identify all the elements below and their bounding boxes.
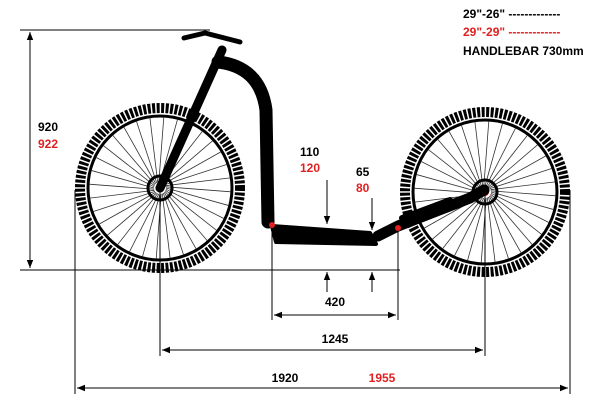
wheel-part [490,191,554,210]
wheel-part [164,164,228,186]
wheel-part [474,121,484,187]
legend-label: 29"-26" ------------- [463,7,560,21]
dimension-lines [20,29,571,394]
red-marker [395,225,401,231]
deck-height-label: 110 [300,145,320,159]
wheel-part [92,190,156,212]
wheel-part [490,181,556,191]
wheel-part [489,195,533,246]
wheel-part [98,191,156,225]
wheel-part [483,121,490,187]
wheel-part [400,107,570,277]
wheel-part [442,197,484,250]
frame [155,30,490,246]
wheel-part [112,134,156,185]
wheel-part [484,123,503,187]
wheel-part [163,192,197,250]
wheel-part [89,189,155,199]
wheel-part [95,156,155,188]
wheel-part [165,177,231,187]
wheel-part [448,130,482,188]
wheel-part [416,174,480,193]
wheel-part [165,186,231,193]
height-label: 920 [38,120,58,134]
wheelbase-label: 1245 [322,332,349,346]
wheel-part [165,187,229,206]
wheel-part [486,134,528,187]
wheel-part [164,151,222,185]
wheel-part [488,196,522,254]
clearance-label: 80 [356,181,370,195]
wheels [75,103,570,277]
wheel-part [461,124,483,188]
legend-label: 29"-29" ------------- [463,25,560,39]
wheel-part [102,145,155,187]
handlebar-label: HANDLEBAR 730mm [463,44,584,58]
wheel-part [163,140,214,184]
deck-height-label: 120 [300,161,320,175]
wheel-part [488,144,539,188]
wheel-part [414,187,480,194]
wheel-part [91,170,155,189]
wheel-part [149,117,159,183]
wheel-part [164,191,208,242]
wheel-part [165,188,225,220]
wheel-part [123,126,157,184]
deck-length-label: 420 [325,295,345,309]
clearance-label: 65 [356,165,370,179]
wheel-part [162,192,184,256]
wheel-part [420,160,480,192]
wheel-part [427,149,480,191]
wheel-part [117,193,159,246]
wheel-part [136,120,158,184]
red-marker [269,222,275,228]
wheel-part [485,127,517,187]
length-label: 1920 [272,371,299,385]
wheel-part [142,193,161,257]
wheel-part [490,193,543,235]
wheel-part [489,155,547,189]
wheel-part [106,192,157,236]
wheel-part [89,183,155,190]
length-label: 1955 [369,371,396,385]
wheel-part [431,196,482,240]
wheel-part [161,193,171,259]
wheel-part [467,197,486,261]
wheel-part [490,190,556,197]
wheel-part [487,196,509,260]
wheel-part [486,197,496,263]
height-label: 922 [38,137,58,151]
wheel-part [490,192,550,224]
wheel-part [489,168,553,190]
wheel-part [453,197,485,257]
wheel-part [158,117,165,183]
wheel-part [128,193,160,253]
wheel-part [437,138,481,189]
wheel-part [165,189,218,231]
wheel-part [75,103,245,273]
